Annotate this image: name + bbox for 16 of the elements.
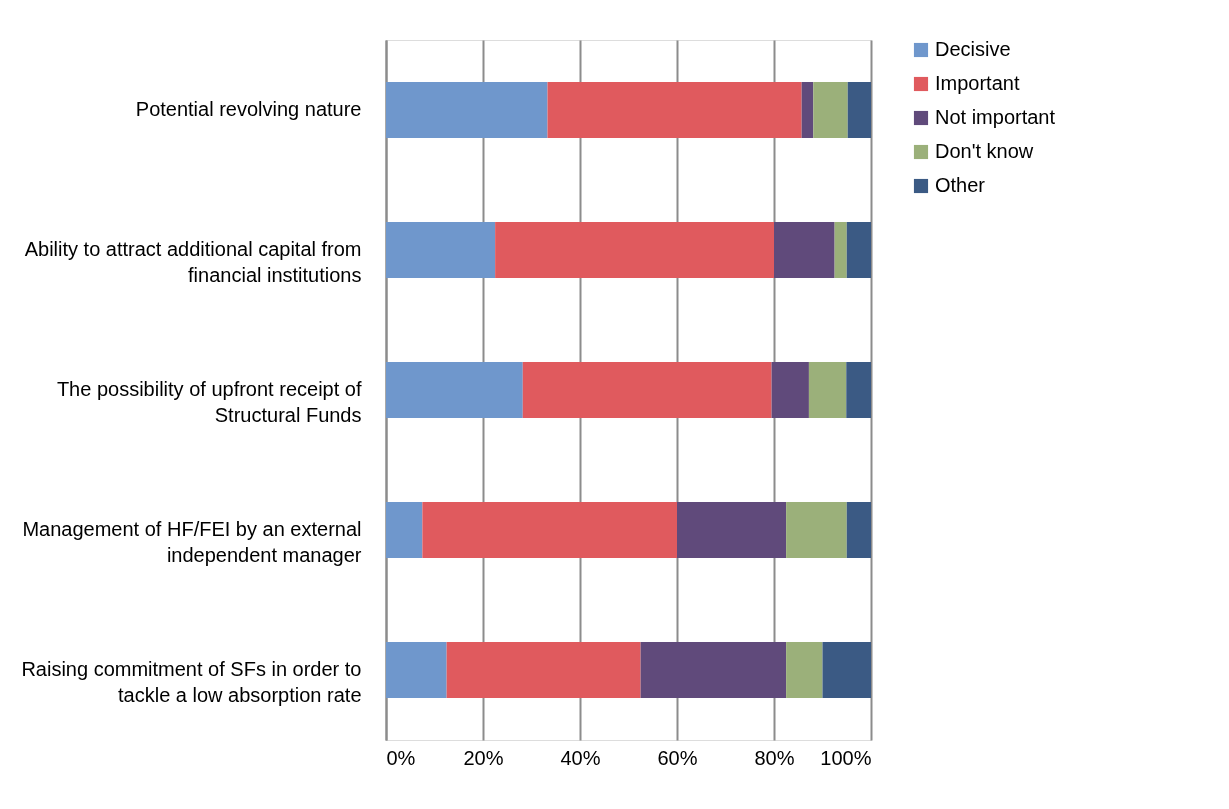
x-tick-label: 20% (463, 746, 504, 769)
legend-label: Decisive (935, 38, 1011, 60)
legend-label: Important (935, 72, 1020, 94)
x-tick-label: 0% (386, 746, 416, 769)
y-tick-label: Raising commitment of SFs in order to tackle a low absorption rate (21, 658, 362, 706)
x-tick-label: 80% (754, 746, 795, 769)
x-tick-label: 100% (820, 746, 872, 769)
x-tick-label: 60% (657, 746, 698, 769)
y-tick-label: The possibility of upfront receipt of Structural Funds (56, 378, 362, 426)
legend-label: Not important (935, 106, 1056, 128)
legend-label: Other (935, 174, 986, 196)
y-tick-label: Potential revolving nature (135, 98, 362, 120)
legend-label: Don't know (935, 140, 1034, 162)
y-tick-label: Ability to attract additional capital from financial institutions (24, 238, 362, 286)
y-tick-label: Management of HF/FEI by an external independent manager (22, 518, 362, 566)
x-tick-label: 40% (560, 746, 601, 769)
